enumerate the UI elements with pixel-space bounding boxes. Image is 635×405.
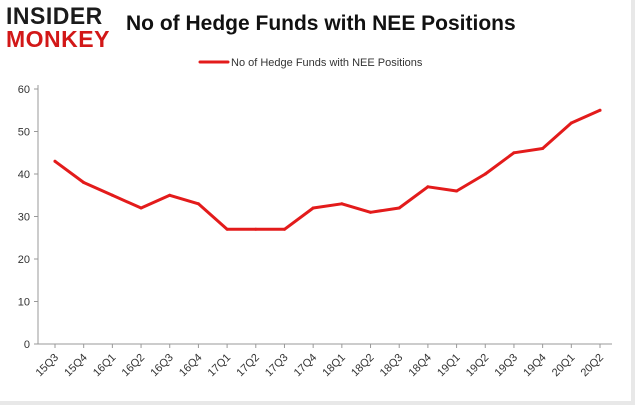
data-point — [110, 193, 114, 197]
x-tick-label: 15Q3 — [34, 352, 62, 380]
x-tick-label: 17Q3 — [263, 352, 291, 380]
y-axis-ticks: 0 10 20 30 40 50 60 — [18, 84, 38, 351]
x-tick-label: 19Q2 — [464, 352, 492, 380]
data-point — [426, 185, 430, 189]
data-point — [168, 193, 172, 197]
x-tick-label: 16Q2 — [120, 352, 148, 380]
legend: No of Hedge Funds with NEE Positions — [198, 57, 423, 69]
data-point — [569, 121, 573, 125]
x-tick-label: 18Q3 — [378, 352, 406, 380]
x-tick-label: 19Q3 — [493, 352, 521, 380]
data-point — [82, 181, 86, 184]
x-tick-label: 15Q4 — [62, 352, 90, 380]
y-tick-label: 10 — [18, 297, 30, 309]
x-tick-label: 18Q1 — [320, 352, 348, 380]
insider-monkey-logo: INSIDER MONKEY — [6, 1, 114, 52]
logo-line-1: INSIDER — [6, 1, 103, 30]
y-tick-label: 20 — [18, 254, 30, 266]
series-group — [53, 108, 602, 231]
data-point — [196, 202, 200, 206]
x-tick-label: 19Q4 — [521, 352, 549, 380]
data-point — [483, 172, 487, 176]
data-point — [254, 227, 258, 231]
data-point — [598, 108, 602, 112]
data-point — [53, 159, 57, 163]
y-tick-label: 40 — [18, 169, 30, 181]
legend-label: No of Hedge Funds with NEE Positions — [231, 57, 423, 69]
data-point — [139, 206, 143, 210]
data-point — [340, 202, 344, 206]
x-tick-label: 17Q1 — [206, 352, 234, 380]
x-tick-label: 17Q2 — [234, 352, 262, 380]
y-tick-label: 50 — [18, 127, 30, 139]
data-point — [541, 147, 545, 150]
x-tick-label: 16Q1 — [91, 352, 119, 380]
x-tick-label: 16Q3 — [148, 352, 176, 380]
data-point — [369, 210, 373, 214]
x-tick-label: 16Q4 — [177, 352, 205, 380]
logo-line-2: MONKEY — [6, 26, 110, 52]
data-point — [455, 189, 459, 193]
data-point — [512, 151, 516, 155]
x-tick-label: 20Q1 — [550, 352, 578, 380]
x-tick-label: 17Q4 — [292, 352, 320, 380]
x-tick-label: 20Q2 — [579, 352, 607, 380]
series-line — [53, 108, 602, 231]
x-tick-label: 19Q1 — [435, 352, 463, 380]
y-tick-label: 30 — [18, 212, 30, 224]
axes — [37, 85, 612, 345]
x-axis-ticks: 15Q3 15Q4 16Q1 16Q2 16Q3 16Q4 17Q1 17Q2 17Q3 17Q4… — [34, 344, 607, 380]
x-tick-label: 18Q2 — [349, 352, 377, 380]
y-tick-label: 60 — [18, 84, 30, 96]
data-point — [397, 206, 401, 210]
data-point — [225, 227, 229, 231]
x-tick-label: 18Q4 — [406, 352, 434, 380]
chart-title: No of Hedge Funds with NEE Positions — [126, 12, 516, 35]
data-point — [311, 206, 315, 210]
y-tick-label: 0 — [24, 339, 30, 351]
data-point — [282, 227, 286, 231]
